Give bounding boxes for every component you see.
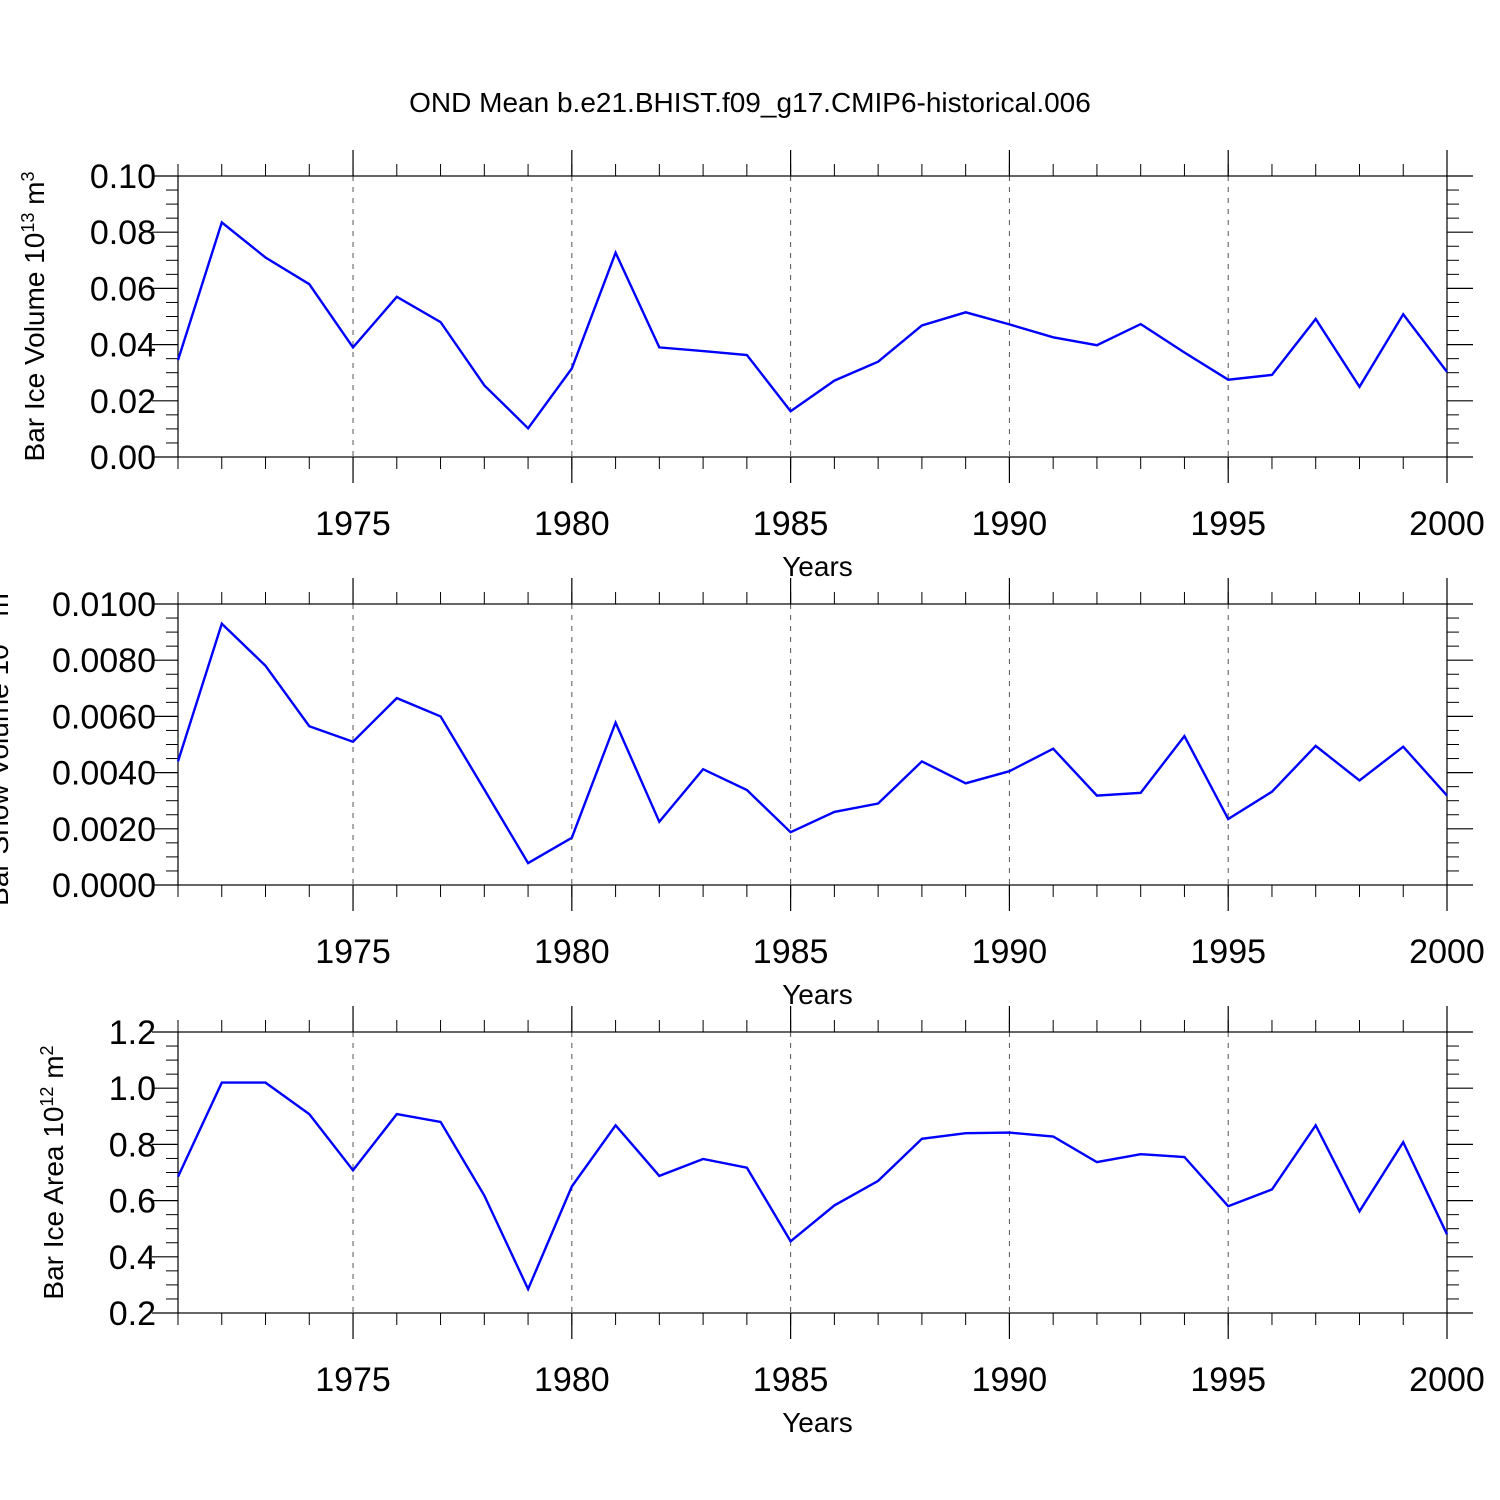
- y-tick-label: 0.6: [109, 1183, 156, 1221]
- y-tick-label: 0.04: [90, 327, 156, 365]
- y-tick-label: 0.0000: [52, 867, 156, 905]
- y-tick-label: 0.0060: [52, 698, 156, 736]
- x-tick-label: 1975: [315, 933, 391, 971]
- y-tick-label: 1.0: [109, 1070, 156, 1108]
- x-tick-label: 1990: [972, 933, 1048, 971]
- y-tick-label: 0.08: [90, 214, 156, 252]
- y-tick-label: 0.2: [109, 1295, 156, 1333]
- y-tick-label: 0.0100: [52, 586, 156, 624]
- y-tick-label: 0.0080: [52, 642, 156, 680]
- x-tick-label: 2000: [1409, 933, 1485, 971]
- x-tick-label: 1990: [972, 1361, 1048, 1399]
- y-tick-label: 0.0040: [52, 755, 156, 793]
- y-axis-label: Bar Ice Volume 1013 m3: [18, 172, 50, 462]
- series-line: [176, 621, 1448, 865]
- x-axis-label: Years: [782, 1407, 853, 1438]
- y-tick-label: 0.8: [109, 1126, 156, 1164]
- series-line: [176, 1081, 1449, 1293]
- chart-title: OND Mean b.e21.BHIST.f09_g17.CMIP6-histo…: [409, 87, 1091, 118]
- chart-panel-1: 1975 1980 1985 1990 1995 2000 0.00 0.02 0.04 0.06…: [18, 150, 1485, 582]
- x-tick-label: 2000: [1409, 1361, 1485, 1399]
- y-tick-label: 1.2: [109, 1014, 156, 1052]
- y-tick-label: 0.10: [90, 158, 156, 196]
- x-tick-label: 1995: [1190, 505, 1266, 543]
- y-tick-label: 0.02: [90, 383, 156, 421]
- x-tick-label: 1995: [1190, 1361, 1266, 1399]
- plot-frame: [177, 175, 1448, 458]
- x-tick-label: 1990: [972, 505, 1048, 543]
- chart-panel-2: 1975 1980 1985 1990 1995 2000 0.0000 0.0020 0.00…: [0, 578, 1485, 1010]
- y-tick-label: 0.00: [90, 439, 156, 477]
- x-tick-label: 2000: [1409, 505, 1485, 543]
- y-tick-label: 0.4: [109, 1239, 156, 1277]
- y-tick-label: 0.0020: [52, 811, 156, 849]
- x-tick-label: 1995: [1190, 933, 1266, 971]
- series-line: [176, 220, 1448, 431]
- x-tick-label: 1985: [753, 1361, 829, 1399]
- x-tick-label: 1980: [534, 1361, 610, 1399]
- plot-frame: [177, 1031, 1448, 1314]
- y-axis-label: Bar Ice Area 1012 m2: [37, 1045, 69, 1299]
- x-axis-label: Years: [782, 551, 853, 582]
- y-axis-label: Bar Snow Volume 1013 m3: [0, 583, 14, 906]
- x-tick-label: 1980: [534, 505, 610, 543]
- x-tick-label: 1980: [534, 933, 610, 971]
- plot-frame: [177, 603, 1448, 886]
- y-tick-label: 0.06: [90, 270, 156, 308]
- x-axis-label: Years: [782, 979, 853, 1010]
- chart-panel-3: 1975 1980 1985 1990 1995 2000 0.2 0.4 0.6 0.8 1.0 1…: [37, 1006, 1485, 1438]
- x-tick-label: 1985: [753, 505, 829, 543]
- x-tick-label: 1975: [315, 1361, 391, 1399]
- x-tick-label: 1985: [753, 933, 829, 971]
- x-tick-label: 1975: [315, 505, 391, 543]
